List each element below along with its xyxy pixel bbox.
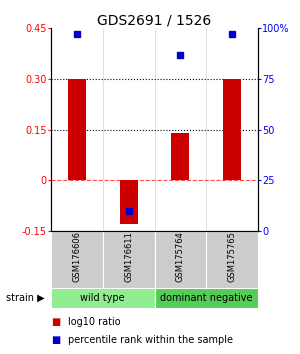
Text: log10 ratio: log10 ratio [68, 317, 120, 327]
Text: GSM176611: GSM176611 [124, 231, 133, 282]
Text: ■: ■ [51, 335, 60, 345]
Bar [206, 231, 258, 288]
Bar [223, 79, 241, 180]
Bar [171, 133, 189, 180]
Text: ■: ■ [51, 317, 60, 327]
Bar [120, 180, 138, 224]
Text: dominant negative: dominant negative [160, 293, 253, 303]
Text: percentile rank within the sample: percentile rank within the sample [68, 335, 232, 345]
Bar [68, 79, 86, 180]
Bar [154, 231, 206, 288]
Text: wild type: wild type [80, 293, 125, 303]
Title: GDS2691 / 1526: GDS2691 / 1526 [98, 13, 212, 27]
Text: GSM176606: GSM176606 [72, 231, 81, 282]
Bar [154, 288, 258, 308]
Bar [51, 231, 103, 288]
Text: strain ▶: strain ▶ [6, 293, 45, 303]
Text: GSM175765: GSM175765 [228, 231, 237, 282]
Bar [103, 231, 154, 288]
Text: GSM175764: GSM175764 [176, 231, 185, 282]
Bar [51, 288, 154, 308]
